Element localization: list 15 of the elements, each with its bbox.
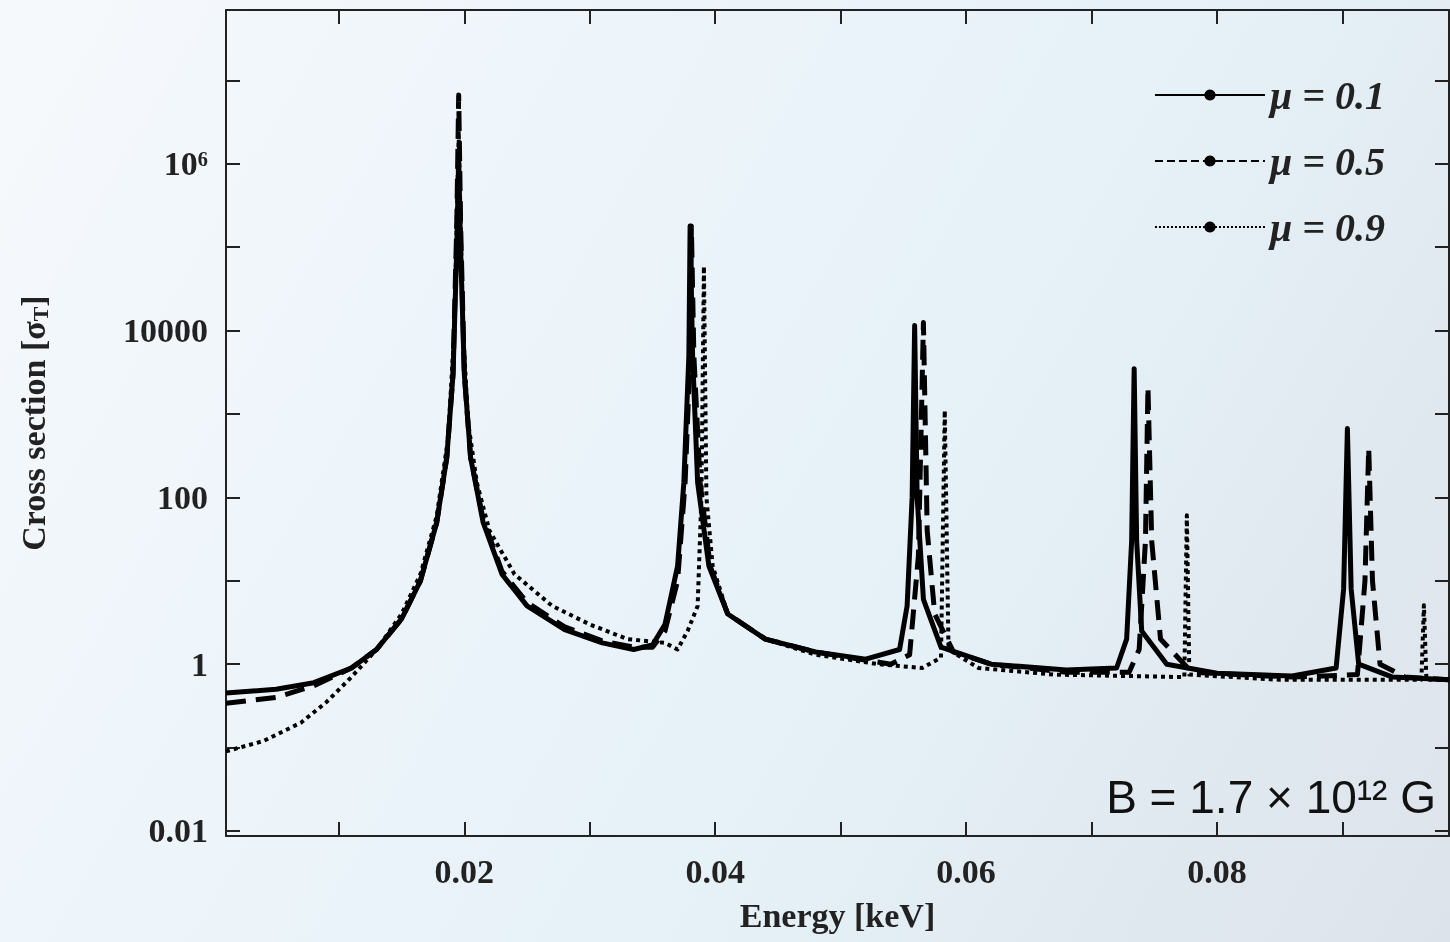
x-tick-label: 0.02 [434, 852, 495, 890]
legend-label: μ = 0.1 [1267, 72, 1386, 118]
legend-label: μ = 0.5 [1267, 138, 1386, 184]
y-tick-label: 0.01 [148, 812, 208, 850]
y-tick-label: 1 [191, 645, 208, 683]
x-tick-label: 0.08 [1187, 852, 1247, 890]
y-tick-label: 100 [157, 478, 208, 516]
y-tick-label: 10⁶ [163, 145, 208, 183]
x-tick-label: 0.04 [685, 852, 745, 890]
annotation: B = 1.7 × 10¹² G [1106, 771, 1436, 823]
legend-label: μ = 0.9 [1267, 204, 1386, 250]
y-tick-label: 10000 [123, 312, 208, 350]
x-axis-title: Energy [keV] [739, 896, 936, 934]
y-axis-title: Cross section [σT] [14, 295, 53, 551]
x-tick-label: 0.06 [936, 852, 996, 890]
